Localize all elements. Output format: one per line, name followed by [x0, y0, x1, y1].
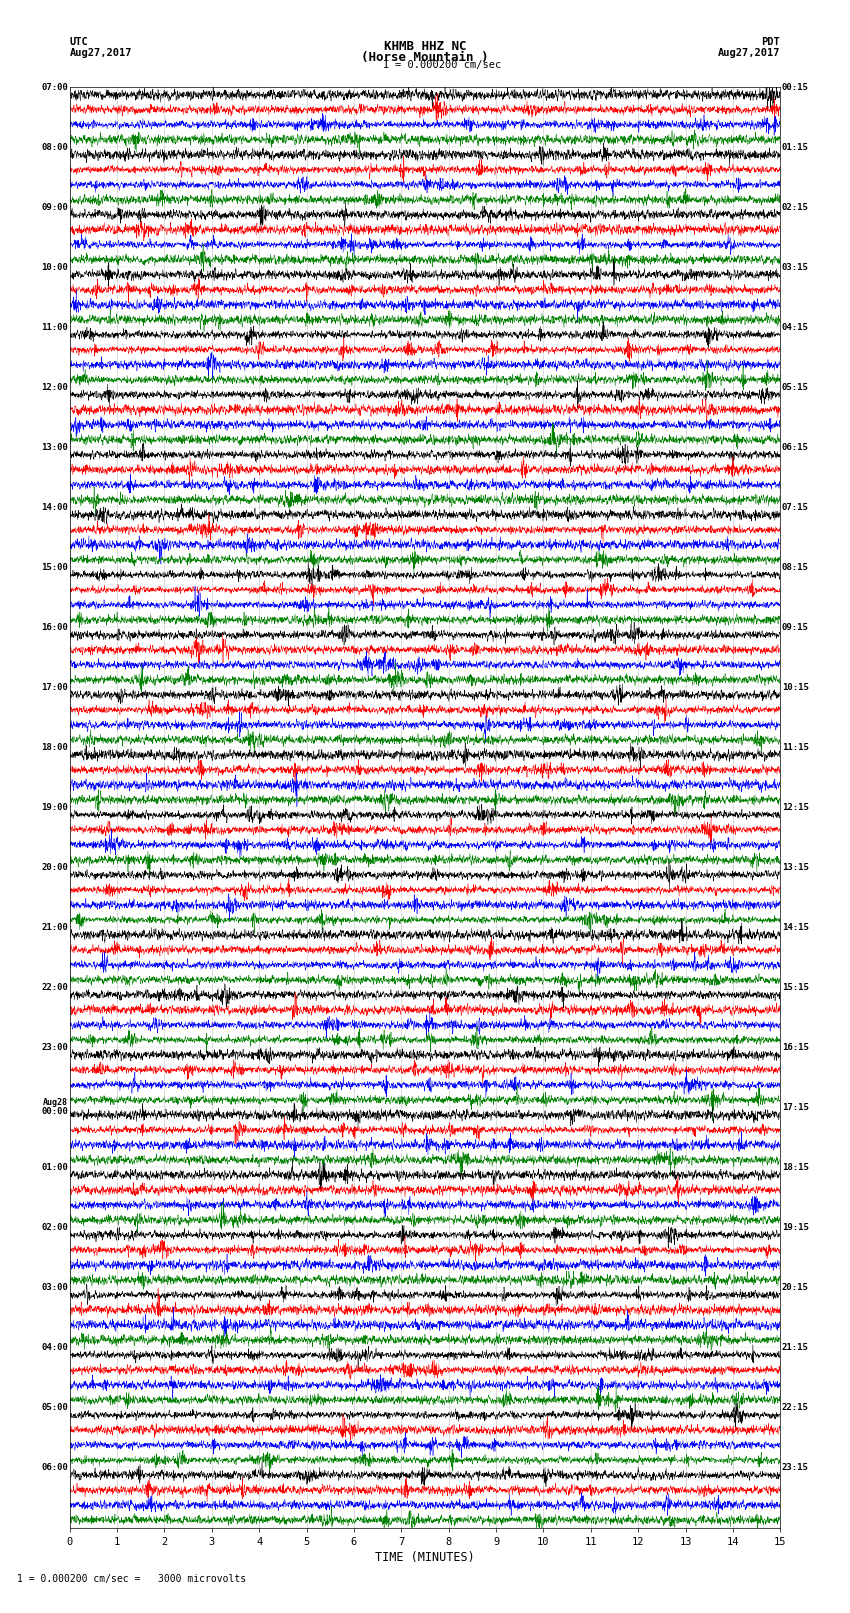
- Text: 12:15: 12:15: [782, 803, 808, 811]
- X-axis label: TIME (MINUTES): TIME (MINUTES): [375, 1550, 475, 1563]
- Text: 10:00: 10:00: [42, 263, 68, 271]
- Text: 08:15: 08:15: [782, 563, 808, 571]
- Text: 04:15: 04:15: [782, 323, 808, 332]
- Text: 1 = 0.000200 cm/sec =   3000 microvolts: 1 = 0.000200 cm/sec = 3000 microvolts: [17, 1574, 246, 1584]
- Text: 03:00: 03:00: [42, 1282, 68, 1292]
- Text: 18:00: 18:00: [42, 744, 68, 752]
- Text: 23:00: 23:00: [42, 1044, 68, 1052]
- Text: PDT: PDT: [762, 37, 780, 47]
- Text: 14:15: 14:15: [782, 923, 808, 932]
- Text: 00:00: 00:00: [42, 1108, 68, 1116]
- Text: = 0.000200 cm/sec: = 0.000200 cm/sec: [395, 60, 501, 71]
- Text: 21:00: 21:00: [42, 923, 68, 932]
- Text: 03:15: 03:15: [782, 263, 808, 271]
- Text: 16:00: 16:00: [42, 623, 68, 632]
- Text: 07:00: 07:00: [42, 82, 68, 92]
- Text: 06:15: 06:15: [782, 442, 808, 452]
- Text: Aug27,2017: Aug27,2017: [70, 48, 133, 58]
- Text: 04:00: 04:00: [42, 1344, 68, 1352]
- Text: 07:15: 07:15: [782, 503, 808, 511]
- Text: 19:00: 19:00: [42, 803, 68, 811]
- Text: 15:15: 15:15: [782, 982, 808, 992]
- Text: 09:15: 09:15: [782, 623, 808, 632]
- Text: 12:00: 12:00: [42, 382, 68, 392]
- Text: 01:15: 01:15: [782, 142, 808, 152]
- Text: KHMB HHZ NC: KHMB HHZ NC: [383, 39, 467, 53]
- Text: 16:15: 16:15: [782, 1044, 808, 1052]
- Text: 02:15: 02:15: [782, 203, 808, 211]
- Text: (Horse Mountain ): (Horse Mountain ): [361, 50, 489, 65]
- Text: 14:00: 14:00: [42, 503, 68, 511]
- Text: 18:15: 18:15: [782, 1163, 808, 1173]
- Text: 05:00: 05:00: [42, 1403, 68, 1411]
- Text: Aug28: Aug28: [43, 1098, 68, 1108]
- Text: 06:00: 06:00: [42, 1463, 68, 1473]
- Text: 23:15: 23:15: [782, 1463, 808, 1473]
- Text: 02:00: 02:00: [42, 1223, 68, 1232]
- Text: 01:00: 01:00: [42, 1163, 68, 1173]
- Text: 09:00: 09:00: [42, 203, 68, 211]
- Text: 13:15: 13:15: [782, 863, 808, 871]
- Text: 22:15: 22:15: [782, 1403, 808, 1411]
- Text: 22:00: 22:00: [42, 982, 68, 992]
- Text: 11:15: 11:15: [782, 744, 808, 752]
- Text: 21:15: 21:15: [782, 1344, 808, 1352]
- Text: 05:15: 05:15: [782, 382, 808, 392]
- Text: 11:00: 11:00: [42, 323, 68, 332]
- Text: Aug27,2017: Aug27,2017: [717, 48, 780, 58]
- Text: 17:15: 17:15: [782, 1103, 808, 1111]
- Text: 19:15: 19:15: [782, 1223, 808, 1232]
- Text: 00:15: 00:15: [782, 82, 808, 92]
- Text: I: I: [383, 60, 390, 71]
- Text: UTC: UTC: [70, 37, 88, 47]
- Text: 15:00: 15:00: [42, 563, 68, 571]
- Text: 10:15: 10:15: [782, 682, 808, 692]
- Text: 20:00: 20:00: [42, 863, 68, 871]
- Text: 17:00: 17:00: [42, 682, 68, 692]
- Text: 13:00: 13:00: [42, 442, 68, 452]
- Text: 08:00: 08:00: [42, 142, 68, 152]
- Text: 20:15: 20:15: [782, 1282, 808, 1292]
